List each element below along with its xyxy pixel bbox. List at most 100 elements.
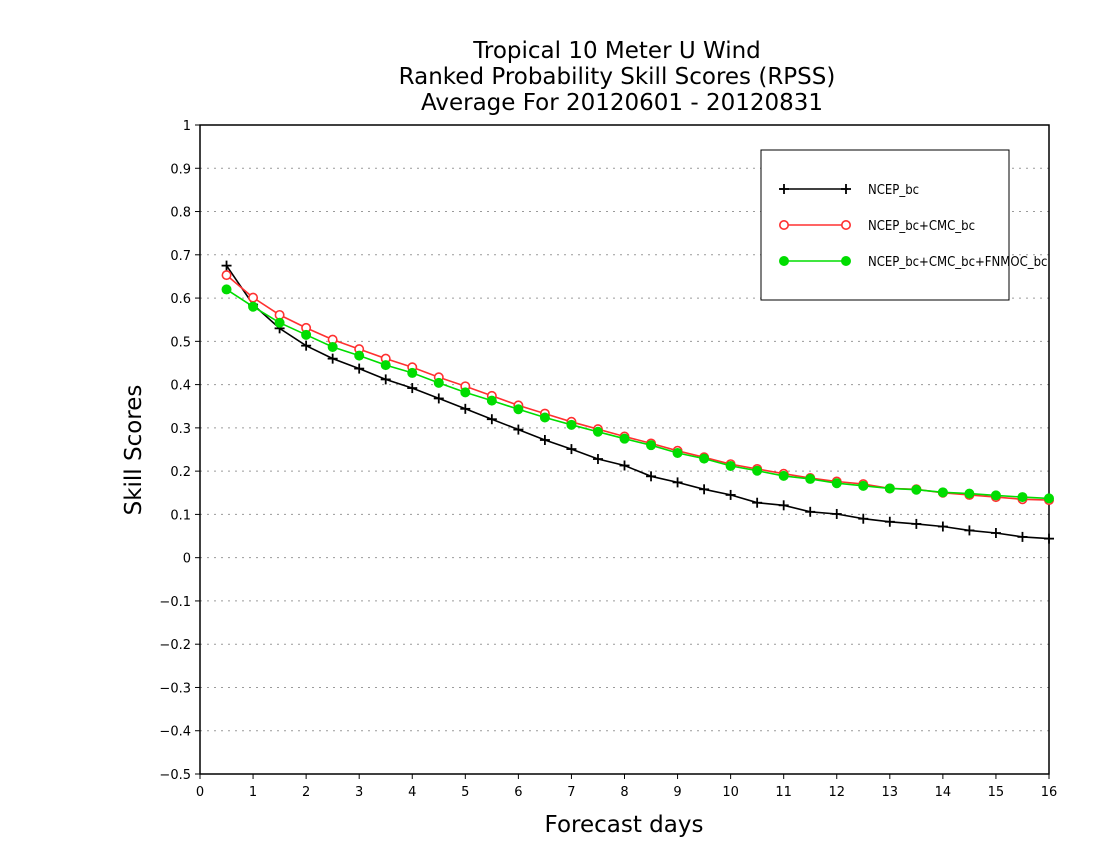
- legend-label: NCEP_bc+CMC_bc+FNMOC_bc: [868, 255, 1047, 270]
- y-tick-label: −0.4: [159, 725, 191, 740]
- legend-entry: NCEP_bc: [779, 183, 919, 198]
- y-tick-label: 0.4: [170, 379, 191, 394]
- data-point: [964, 488, 975, 499]
- y-tick-label: 0.5: [170, 335, 191, 350]
- x-tick-label: 3: [355, 785, 363, 800]
- series-line: [225, 265, 1050, 540]
- x-tick-label: 14: [935, 785, 952, 800]
- data-point: [911, 518, 922, 529]
- data-point: [221, 260, 232, 271]
- y-tick-label: 0.9: [170, 162, 191, 177]
- data-point: [354, 363, 365, 374]
- series-line: [225, 274, 1050, 501]
- data-point: [884, 483, 895, 494]
- series-ncep-bc: [221, 260, 1054, 544]
- legend-entries: NCEP_bc NCEP_bc+CMC_bc NCEP_bc+CMC_bc+FNMO…: [778, 183, 1047, 270]
- data-point: [831, 478, 842, 489]
- x-axis-label: Forecast days: [545, 812, 704, 838]
- data-point: [725, 460, 736, 471]
- data-point: [513, 404, 524, 415]
- data-point: [937, 521, 948, 532]
- data-point: [1044, 533, 1054, 544]
- data-point: [725, 489, 736, 500]
- x-tick-label: 8: [620, 785, 628, 800]
- x-tick-label: 15: [988, 785, 1005, 800]
- x-tick-label: 7: [567, 785, 575, 800]
- data-point: [301, 340, 312, 351]
- data-point: [964, 525, 975, 536]
- data-point: [911, 484, 922, 495]
- data-point: [221, 284, 232, 295]
- y-axis-label: Skill Scores: [121, 385, 147, 516]
- data-point: [380, 360, 391, 371]
- y-tick-label: −0.5: [159, 768, 191, 783]
- data-point: [592, 426, 603, 437]
- data-point: [407, 367, 418, 378]
- chart-title-line-2: Ranked Probability Skill Scores (RPSS): [399, 64, 836, 90]
- data-point: [539, 412, 550, 423]
- data-point: [221, 270, 232, 281]
- x-tick-label: 4: [408, 785, 416, 800]
- data-point: [354, 350, 365, 361]
- data-point: [460, 387, 471, 398]
- data-point: [778, 470, 789, 481]
- data-point: [699, 484, 710, 495]
- data-point: [248, 301, 259, 312]
- x-tick-label: 0: [196, 785, 204, 800]
- axis-ticks: −0.5 −0.4 −0.3 −0.2 −0.1 0 0.1 0.2 0.3 0.4 0.5 0.6 0…: [159, 119, 1057, 800]
- x-tick-label: 2: [302, 785, 310, 800]
- data-point: [619, 433, 630, 444]
- y-tick-label: 0.1: [170, 508, 191, 523]
- series-ncep-bc-cmc-bc: [221, 270, 1055, 506]
- series-line: [226, 288, 1050, 500]
- y-tick-label: −0.1: [159, 595, 191, 610]
- data-point: [274, 317, 285, 328]
- y-tick-label: 0.7: [170, 249, 191, 264]
- data-point: [486, 395, 497, 406]
- data-point: [327, 341, 338, 352]
- data-point: [433, 377, 444, 388]
- x-tick-label: 6: [514, 785, 522, 800]
- data-point: [327, 353, 338, 364]
- data-point: [380, 374, 391, 385]
- data-point: [779, 256, 789, 266]
- x-tick-label: 13: [882, 785, 899, 800]
- chart-title-line-1: Tropical 10 Meter U Wind: [472, 38, 761, 64]
- data-point: [990, 528, 1001, 539]
- data-point: [778, 220, 789, 231]
- data-point: [248, 292, 259, 303]
- data-point: [566, 444, 577, 455]
- data-point: [646, 440, 657, 451]
- data-point: [1044, 493, 1054, 504]
- x-tick-label: 10: [722, 785, 739, 800]
- data-point: [513, 424, 524, 435]
- y-tick-label: −0.3: [159, 681, 191, 696]
- data-point: [937, 487, 948, 498]
- data-series: [221, 260, 1055, 544]
- data-point: [460, 403, 471, 414]
- y-tick-label: 0.6: [170, 292, 191, 307]
- data-point: [539, 434, 550, 445]
- legend-entry: NCEP_bc+CMC_bc: [778, 219, 975, 234]
- x-tick-label: 1: [249, 785, 257, 800]
- data-point: [301, 329, 312, 340]
- data-point: [884, 516, 895, 527]
- data-point: [672, 447, 683, 458]
- data-point: [592, 454, 603, 465]
- data-point: [841, 184, 851, 194]
- y-tick-label: 0.3: [170, 422, 191, 437]
- data-point: [778, 500, 789, 511]
- x-tick-label: 5: [461, 785, 469, 800]
- series-ncep-bc-cmc-bc-fnmoc-bc: [221, 284, 1054, 504]
- y-tick-label: 0.2: [170, 465, 191, 480]
- chart-title-line-3: Average For 20120601 - 20120831: [421, 90, 823, 116]
- x-tick-label: 9: [673, 785, 681, 800]
- data-point: [486, 414, 497, 425]
- data-point: [752, 465, 763, 476]
- data-point: [858, 513, 869, 524]
- data-point: [1017, 531, 1028, 542]
- y-tick-label: 0.8: [170, 206, 191, 221]
- data-point: [407, 383, 418, 394]
- legend-label: NCEP_bc: [868, 183, 919, 198]
